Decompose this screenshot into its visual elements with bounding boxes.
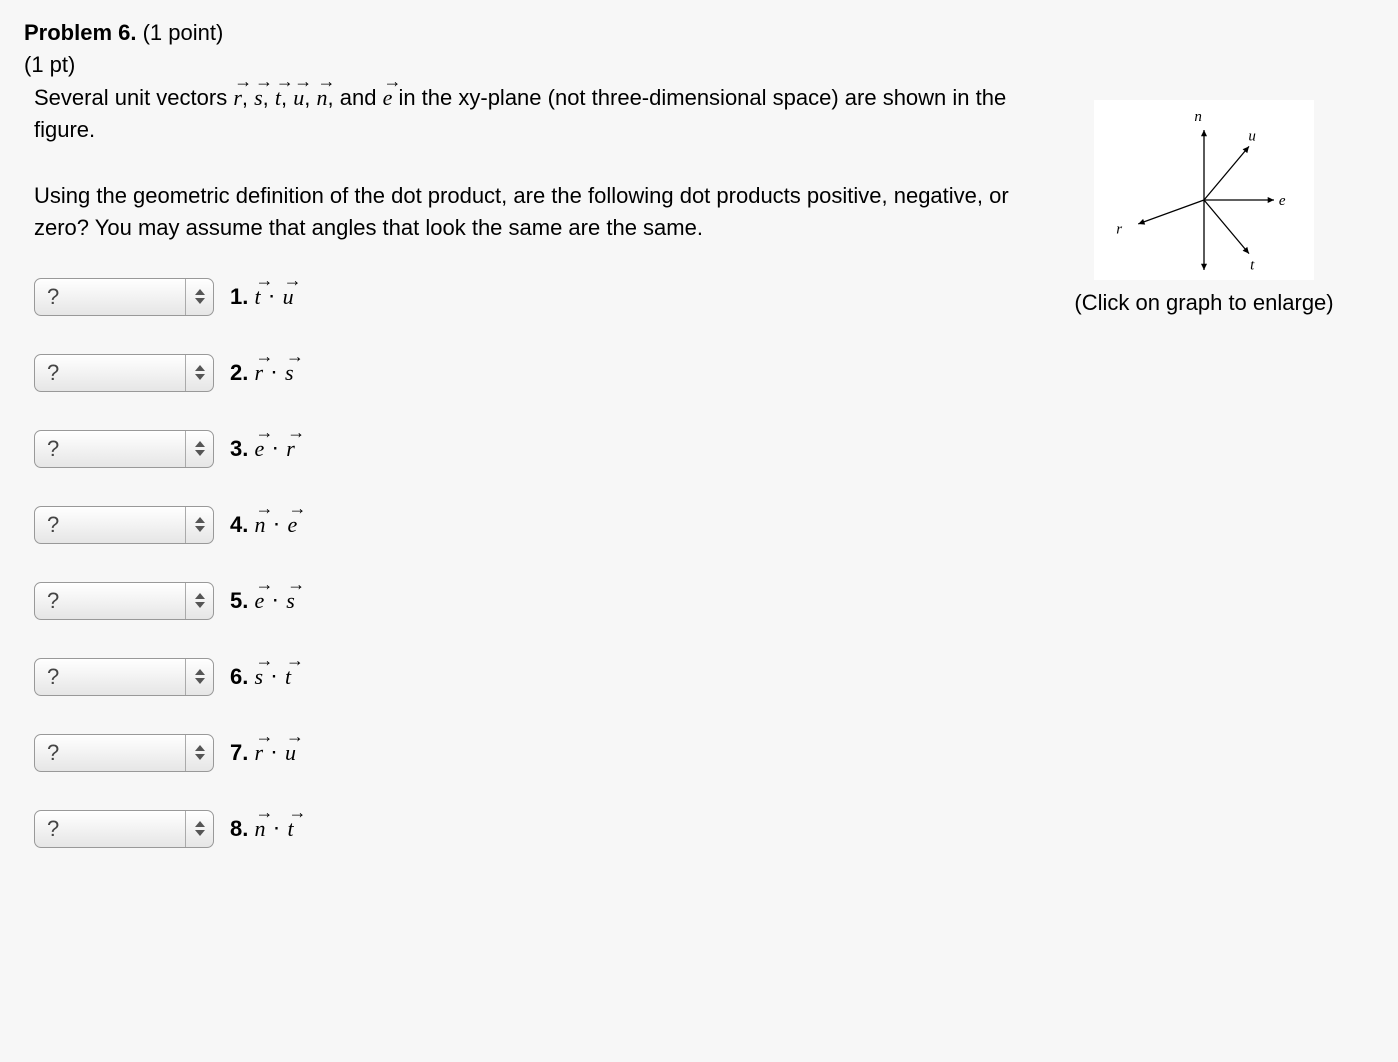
svg-text:s⃗: s⃗ <box>1195 277 1213 280</box>
vector-e: e <box>383 82 393 114</box>
answer-dropdown[interactable]: ? <box>34 810 214 848</box>
question-label: 6. s ⋅ t <box>230 664 291 690</box>
question-label: 5. e ⋅ s <box>230 588 295 614</box>
dropdown-label: ? <box>35 816 185 842</box>
dropdown-stepper-icon[interactable] <box>185 583 213 619</box>
question-row: ? 8. n ⋅ t <box>34 810 1024 848</box>
problem-instructions: Using the geometric definition of the do… <box>34 180 1024 244</box>
pt-line: (1 pt) <box>24 52 1024 78</box>
vector-t: t <box>275 82 281 114</box>
question-list: ? 1. t ⋅ u? 2. r ⋅ s? 3. e ⋅ r? 4. n ⋅ e? 5. … <box>34 278 1024 848</box>
dropdown-stepper-icon[interactable] <box>185 507 213 543</box>
para1-prefix: Several unit vectors <box>34 85 233 110</box>
answer-dropdown[interactable]: ? <box>34 734 214 772</box>
svg-text:r⃗: r⃗ <box>1116 222 1134 238</box>
answer-dropdown[interactable]: ? <box>34 354 214 392</box>
dropdown-label: ? <box>35 436 185 462</box>
answer-dropdown[interactable]: ? <box>34 506 214 544</box>
dropdown-stepper-icon[interactable] <box>185 279 213 315</box>
svg-text:n⃗: n⃗ <box>1194 109 1213 125</box>
svg-text:u⃗: u⃗ <box>1248 129 1267 145</box>
dropdown-stepper-icon[interactable] <box>185 811 213 847</box>
dropdown-label: ? <box>35 740 185 766</box>
dropdown-label: ? <box>35 664 185 690</box>
question-row: ? 2. r ⋅ s <box>34 354 1024 392</box>
question-row: ? 3. e ⋅ r <box>34 430 1024 468</box>
problem-description: Several unit vectors r, s, t, u, n, and … <box>34 82 1024 146</box>
question-label: 2. r ⋅ s <box>230 360 294 386</box>
vector-n: n <box>317 82 328 114</box>
dropdown-stepper-icon[interactable] <box>185 659 213 695</box>
svg-text:t⃗: t⃗ <box>1250 257 1266 273</box>
dropdown-label: ? <box>35 512 185 538</box>
vector-r: r <box>233 82 242 114</box>
vector-diagram[interactable]: n⃗ u⃗ e⃗ t⃗ s⃗ r⃗ <box>1094 100 1314 280</box>
question-label: 7. r ⋅ u <box>230 740 296 766</box>
question-label: 8. n ⋅ t <box>230 816 294 842</box>
question-label: 1. t ⋅ u <box>230 284 294 310</box>
question-row: ? 7. r ⋅ u <box>34 734 1024 772</box>
dropdown-stepper-icon[interactable] <box>185 355 213 391</box>
diagram-svg: n⃗ u⃗ e⃗ t⃗ s⃗ r⃗ <box>1094 100 1314 280</box>
question-row: ? 6. s ⋅ t <box>34 658 1024 696</box>
dropdown-stepper-icon[interactable] <box>185 735 213 771</box>
dropdown-label: ? <box>35 588 185 614</box>
question-label: 3. e ⋅ r <box>230 436 295 462</box>
dropdown-stepper-icon[interactable] <box>185 431 213 467</box>
question-row: ? 4. n ⋅ e <box>34 506 1024 544</box>
main-content: Problem 6. (1 point) (1 pt) Several unit… <box>24 20 1024 886</box>
dropdown-label: ? <box>35 284 185 310</box>
answer-dropdown[interactable]: ? <box>34 658 214 696</box>
page-container: Problem 6. (1 point) (1 pt) Several unit… <box>24 20 1374 886</box>
problem-title: Problem 6. <box>24 20 136 45</box>
figure-area: n⃗ u⃗ e⃗ t⃗ s⃗ r⃗ (Click on graph to enlarge) <box>1064 20 1344 886</box>
problem-header: Problem 6. (1 point) <box>24 20 1024 46</box>
answer-dropdown[interactable]: ? <box>34 278 214 316</box>
question-row: ? 1. t ⋅ u <box>34 278 1024 316</box>
answer-dropdown[interactable]: ? <box>34 582 214 620</box>
answer-dropdown[interactable]: ? <box>34 430 214 468</box>
vector-u: u <box>293 82 304 114</box>
figure-caption: (Click on graph to enlarge) <box>1064 288 1344 319</box>
question-label: 4. n ⋅ e <box>230 512 297 538</box>
dropdown-label: ? <box>35 360 185 386</box>
question-row: ? 5. e ⋅ s <box>34 582 1024 620</box>
svg-text:e⃗: e⃗ <box>1279 193 1297 209</box>
vector-s: s <box>254 82 263 114</box>
problem-points: (1 point) <box>136 20 223 45</box>
